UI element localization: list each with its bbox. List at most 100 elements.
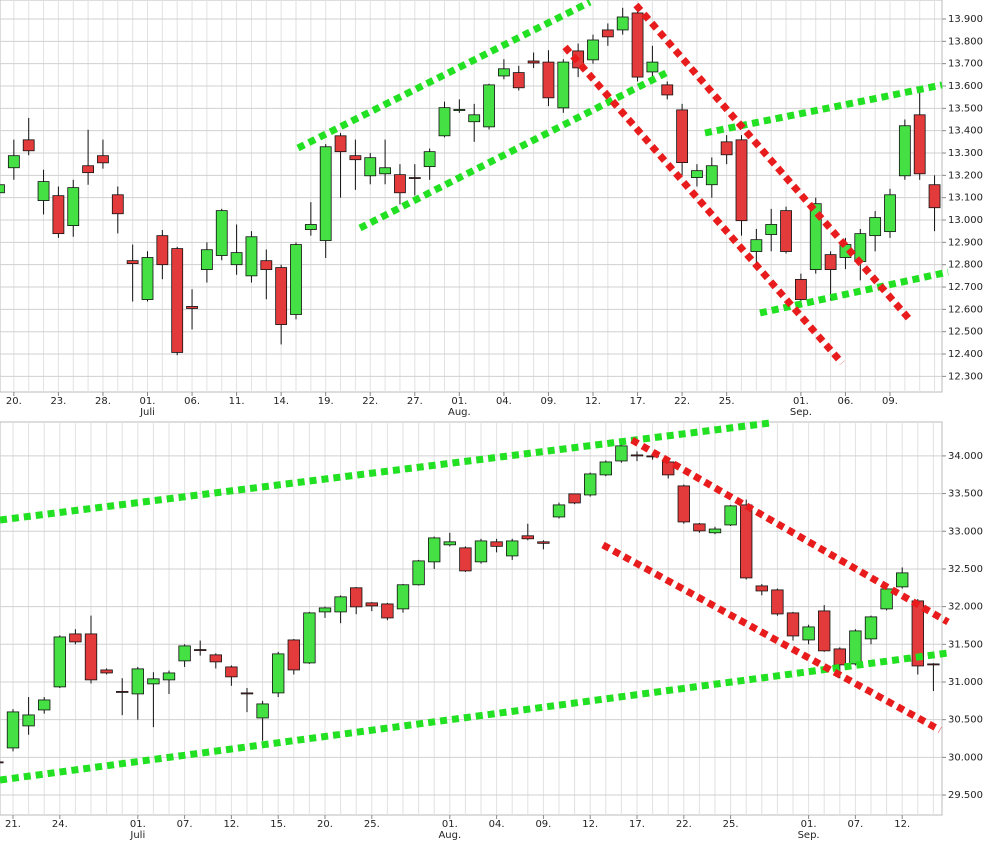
y-tick-label: 31.000 (948, 677, 983, 688)
x-tick-label: 01. (793, 396, 809, 407)
candle-body (584, 473, 597, 496)
x-tick-label: 09. (882, 396, 898, 407)
candle-body (319, 146, 332, 241)
candle-body (928, 184, 941, 209)
y-tick-label: 12.300 (948, 371, 983, 382)
y-tick-label: 12.600 (948, 304, 983, 315)
candle-body (423, 151, 436, 168)
candle-body (287, 639, 300, 671)
candle-body (37, 181, 50, 201)
candle-body (111, 194, 124, 215)
candle-body (100, 669, 113, 674)
candle-body (396, 584, 410, 610)
trend-line (296, 0, 592, 152)
candle-body (225, 666, 238, 678)
candle-body (6, 711, 20, 749)
candle-body (162, 672, 176, 681)
x-tick-label: 20. (6, 396, 22, 407)
candle-body (38, 699, 51, 711)
x-tick-label: 06. (184, 396, 200, 407)
x-tick-label: 01. (451, 396, 467, 407)
y-tick-label: 13.400 (948, 126, 983, 137)
x-tick-label: 04. (489, 819, 505, 830)
candle-body (350, 587, 363, 608)
x-tick-label: 22. (676, 819, 692, 830)
candle-body (705, 165, 718, 186)
candle-body (483, 84, 495, 128)
candle-body (379, 167, 391, 175)
candle-body (854, 233, 867, 262)
y-tick-label: 13.000 (948, 215, 983, 226)
trend-line (633, 2, 913, 323)
candle-body (864, 616, 878, 640)
candle-body (7, 155, 20, 169)
x-tick-label: 01. (130, 819, 146, 830)
candle-body (53, 636, 66, 688)
trend-line (601, 541, 942, 734)
y-tick-label: 12.400 (948, 349, 983, 360)
candle-body (459, 547, 472, 572)
candle-body (272, 653, 285, 694)
candle-body (780, 210, 792, 252)
y-tick-label: 13.700 (948, 59, 983, 70)
y-tick-label: 13.800 (948, 36, 983, 47)
candle-body (720, 141, 733, 156)
y-tick-label: 12.500 (948, 327, 983, 338)
candle-body (443, 541, 456, 546)
candle-body (318, 607, 332, 613)
x-tick-label: 20. (317, 819, 333, 830)
candle-body (691, 170, 703, 178)
candle-body (661, 84, 674, 96)
candle-body (615, 445, 628, 462)
trend-line (0, 419, 771, 524)
candle-body (381, 603, 394, 619)
candle-body (394, 174, 406, 194)
candle-body (527, 60, 540, 64)
candle-body (587, 39, 599, 61)
month-label: Sep. (790, 407, 812, 418)
candle-body (724, 505, 737, 526)
x-tick-label: 09. (540, 396, 556, 407)
x-tick-label: 27. (407, 396, 423, 407)
candle-body (630, 454, 644, 457)
plot-background (0, 421, 943, 816)
candle-body (898, 125, 911, 177)
candle-body (765, 224, 778, 235)
candle-body (245, 236, 258, 277)
y-tick-label: 33.000 (948, 526, 983, 537)
candle-body (676, 109, 688, 164)
candle-body (215, 210, 228, 256)
candle-body (256, 703, 269, 719)
y-tick-label: 13.100 (948, 193, 983, 204)
candle-body (833, 648, 846, 666)
candle-body (304, 224, 317, 231)
x-tick-label: 25. (719, 396, 735, 407)
candle-body (365, 602, 378, 607)
candle-body (412, 560, 425, 586)
candle-body (693, 523, 706, 532)
candle-body (156, 235, 169, 266)
candle-body (631, 12, 644, 78)
month-label: Juli (129, 830, 145, 841)
candle-body (913, 114, 926, 175)
candle-body (809, 203, 822, 270)
trend-line (358, 68, 670, 232)
candle-body (428, 537, 441, 563)
candle-body (178, 645, 191, 662)
x-tick-label: 19. (318, 396, 334, 407)
candle-body (22, 139, 35, 152)
y-tick-label: 33.500 (948, 489, 983, 500)
candle-body (818, 610, 831, 652)
candle-body (171, 248, 184, 353)
candle-body (896, 572, 909, 588)
candle-body (601, 29, 614, 38)
trend-lines (0, 0, 950, 784)
candle-body (209, 654, 222, 663)
x-tick-label: 09. (535, 819, 551, 830)
candle-body (884, 194, 896, 233)
candle-body (349, 155, 362, 161)
candle-body (141, 257, 154, 300)
candle-body (568, 493, 581, 504)
